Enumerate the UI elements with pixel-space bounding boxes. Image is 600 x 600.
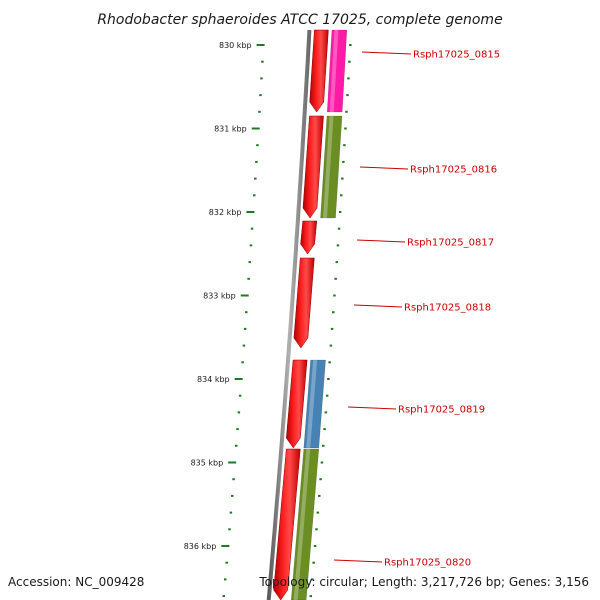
accession-text: Accession: NC_009428: [8, 575, 144, 589]
gene-label: Rsph17025_0820: [384, 558, 471, 569]
cog-highlight: [306, 360, 318, 448]
kbp-label: 835 kbp: [191, 459, 224, 468]
kbp-label: 832 kbp: [209, 208, 242, 217]
cds-arrow: [302, 115, 324, 219]
cog-box: [320, 115, 343, 219]
gene-leader-line: [353, 304, 403, 308]
kbp-label: 836 kbp: [184, 542, 217, 551]
cds-arrow: [309, 29, 329, 113]
gene-label: Rsph17025_0817: [407, 238, 494, 249]
gene-leader-line: [356, 239, 406, 243]
cog-box: [326, 29, 348, 113]
cog-track: [290, 29, 348, 600]
cds-arrow: [293, 257, 315, 349]
cds-arrow: [286, 359, 308, 449]
backbone-line: [266, 29, 312, 600]
cds-track: [273, 29, 329, 600]
cog-highlight: [323, 116, 334, 218]
cog-highlight: [329, 30, 339, 112]
gene-leader-line: [361, 51, 412, 55]
scale-ticks: 830 kbp 831 kbp 832 kbp 833 kbp 834 kbp 835 k…: [184, 41, 352, 598]
genome-backbone: [266, 29, 312, 600]
kbp-label: 834 kbp: [197, 375, 230, 384]
map-title: Rhodobacter sphaeroides ATCC 17025, comp…: [97, 12, 502, 28]
cog-highlight: [293, 449, 311, 600]
gene-leader-line: [359, 166, 409, 170]
gene-leader-line: [333, 559, 383, 563]
gene-labels: Rsph17025_0815 Rsph17025_0816 Rsph17025_08…: [333, 50, 500, 569]
gene-label: Rsph17025_0819: [398, 405, 485, 416]
cds-arrow: [300, 220, 318, 255]
cog-box: [290, 448, 320, 600]
kbp-label: 830 kbp: [219, 41, 252, 50]
gene-label: Rsph17025_0815: [413, 50, 500, 61]
kbp-label: 833 kbp: [203, 292, 236, 301]
gene-leader-line: [347, 406, 397, 410]
cds-arrow: [273, 448, 301, 600]
gene-label: Rsph17025_0816: [410, 165, 497, 176]
gene-label: Rsph17025_0818: [404, 303, 491, 314]
cog-box: [303, 359, 326, 449]
topology-text: Topology: circular; Length: 3,217,726 bp…: [258, 575, 589, 589]
kbp-label: 831 kbp: [214, 125, 247, 134]
